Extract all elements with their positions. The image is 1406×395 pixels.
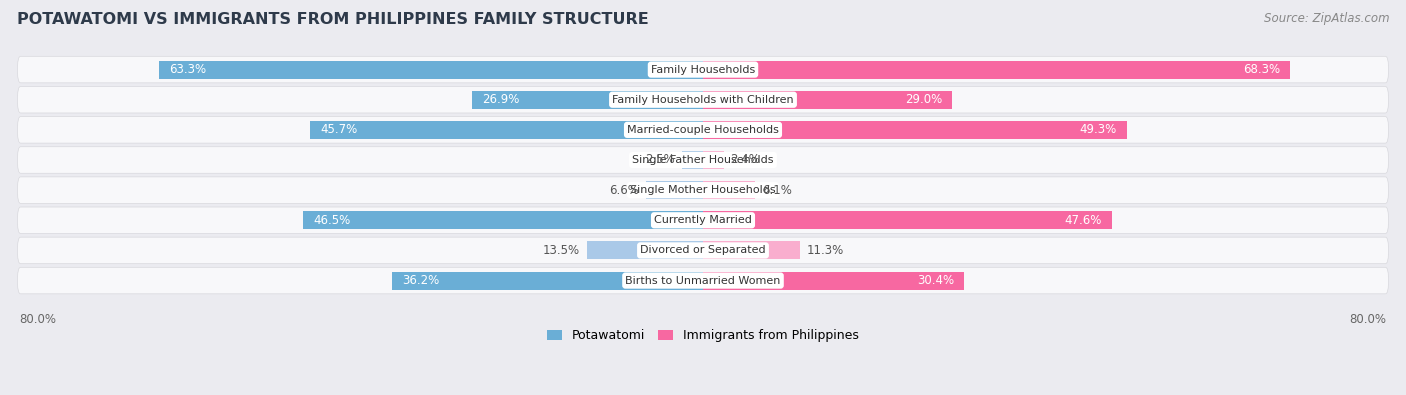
Bar [703,241,800,260]
FancyBboxPatch shape [18,207,1388,233]
Text: POTAWATOMI VS IMMIGRANTS FROM PHILIPPINES FAMILY STRUCTURE: POTAWATOMI VS IMMIGRANTS FROM PHILIPPINE… [17,12,648,27]
Text: 6.1%: 6.1% [762,184,792,197]
Bar [304,211,703,229]
Text: Married-couple Households: Married-couple Households [627,125,779,135]
FancyBboxPatch shape [18,87,1388,113]
Bar [647,181,703,199]
Bar [703,271,965,290]
Text: Family Households: Family Households [651,64,755,75]
Text: 30.4%: 30.4% [917,274,955,287]
Bar [703,181,755,199]
FancyBboxPatch shape [18,117,1388,143]
Bar [392,271,703,290]
Text: Currently Married: Currently Married [654,215,752,225]
Text: 29.0%: 29.0% [905,93,942,106]
Text: Family Households with Children: Family Households with Children [612,95,794,105]
Text: 68.3%: 68.3% [1243,63,1279,76]
Bar [703,211,1112,229]
FancyBboxPatch shape [18,56,1388,83]
Text: Single Father Households: Single Father Households [633,155,773,165]
Bar [682,151,703,169]
Bar [471,91,703,109]
Text: Births to Unmarried Women: Births to Unmarried Women [626,276,780,286]
Bar [703,60,1291,79]
Text: Divorced or Separated: Divorced or Separated [640,245,766,256]
Text: 63.3%: 63.3% [169,63,207,76]
Bar [586,241,703,260]
Text: 45.7%: 45.7% [321,123,357,136]
Text: Single Mother Households: Single Mother Households [630,185,776,195]
FancyBboxPatch shape [18,177,1388,203]
Text: 2.4%: 2.4% [731,154,761,167]
Bar [159,60,703,79]
Text: 11.3%: 11.3% [807,244,845,257]
Text: 47.6%: 47.6% [1064,214,1102,227]
Text: 80.0%: 80.0% [1350,313,1386,326]
Legend: Potawatomi, Immigrants from Philippines: Potawatomi, Immigrants from Philippines [547,329,859,342]
Text: 36.2%: 36.2% [402,274,439,287]
Text: Source: ZipAtlas.com: Source: ZipAtlas.com [1264,12,1389,25]
Bar [309,121,703,139]
Text: 46.5%: 46.5% [314,214,350,227]
Text: 80.0%: 80.0% [20,313,56,326]
FancyBboxPatch shape [18,267,1388,294]
Text: 13.5%: 13.5% [543,244,581,257]
Bar [703,91,952,109]
FancyBboxPatch shape [18,237,1388,264]
Text: 26.9%: 26.9% [482,93,519,106]
Bar [703,121,1128,139]
FancyBboxPatch shape [18,147,1388,173]
Text: 49.3%: 49.3% [1080,123,1116,136]
Text: 6.6%: 6.6% [609,184,640,197]
Text: 2.5%: 2.5% [645,154,675,167]
Bar [703,151,724,169]
